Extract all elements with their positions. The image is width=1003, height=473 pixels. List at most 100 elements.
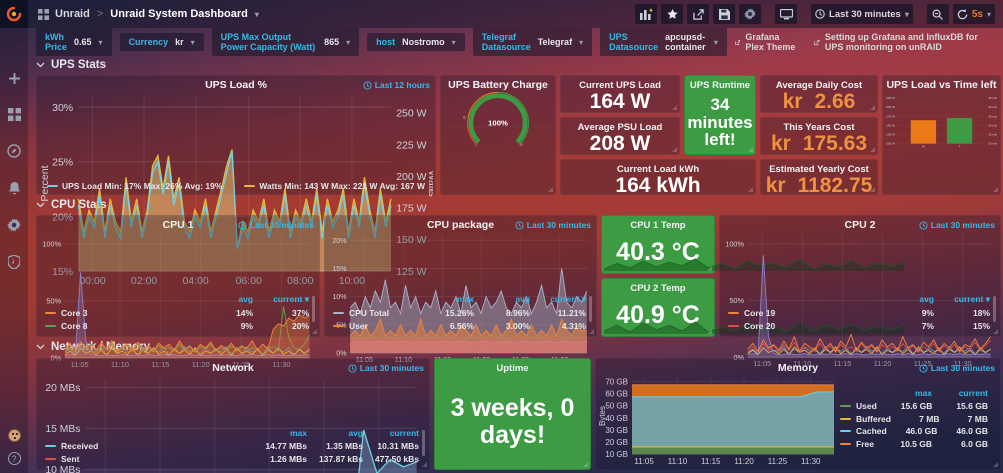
cpu-package-legend[interactable]: max avg current ▾ CPU Total 15.26% 8.96% 11.21… <box>333 294 592 333</box>
cpu1-chart[interactable]: 0% 50% 100% 11:05 11:10 11:15 11:20 11:25 11:30 <box>39 231 317 370</box>
legend-scrollbar[interactable] <box>422 430 425 456</box>
sidebar-item-configuration[interactable] <box>7 218 21 232</box>
legend-scrollbar[interactable] <box>312 296 315 322</box>
panel-title[interactable]: CPU 2 Temp <box>630 283 686 294</box>
variable-value[interactable]: Telegraf <box>537 37 573 47</box>
share-button[interactable] <box>687 4 710 24</box>
panel-time-override[interactable]: Last 30 minutes <box>919 220 995 230</box>
cycle-view-button[interactable] <box>775 4 798 24</box>
save-button[interactable] <box>713 4 736 24</box>
variable-value[interactable]: Nostromo <box>402 37 445 47</box>
variable-ups-datasource[interactable]: UPS Datasource apcupsd-container ▾ <box>600 28 727 56</box>
time-range-picker[interactable]: Last 30 minutes ▾ <box>811 4 913 24</box>
panel-title[interactable]: UPS Load % <box>205 79 267 91</box>
network-legend[interactable]: max avg current Received 14.77 MBs 1.35 MBs 10… <box>45 428 425 466</box>
legend-scrollbar[interactable] <box>993 296 996 322</box>
dashboard-title[interactable]: Unraid System Dashboard <box>110 8 248 20</box>
variable-currency[interactable]: Currency kr ▾ <box>119 33 204 51</box>
panel-title[interactable]: Memory <box>777 362 819 374</box>
variable-host[interactable]: host Nostromo ▾ <box>367 33 465 51</box>
sidebar-item-server-admin[interactable] <box>8 255 20 269</box>
dashboard-settings-button[interactable] <box>739 4 762 24</box>
variable-ups-max-output[interactable]: UPS Max Output Power Capacity (Watt) 865… <box>211 28 360 56</box>
sidebar-item-explore[interactable] <box>7 144 21 158</box>
add-panel-button[interactable] <box>635 4 658 24</box>
panel-title[interactable]: CPU package <box>426 219 495 231</box>
cpu2-legend[interactable]: avg current ▾ Core 19 9% 18% Core 20 7% 15% <box>728 294 996 333</box>
ups-load-legend[interactable]: UPS Load Min: 17% Max: 26% Avg: 19% Watts… <box>47 181 425 191</box>
link-grafana-plex-theme[interactable]: Grafana Plex Theme <box>735 32 798 52</box>
legend-row[interactable]: Buffered 7 MB 7 MB <box>840 413 988 426</box>
cpu2-temp-panel: CPU 2 Temp 40.9 °C <box>601 278 904 337</box>
legend-series[interactable]: Watts Min: 143 W Max: 221 W Avg: 167 W <box>244 181 425 191</box>
legend-series[interactable]: UPS Load Min: 17% Max: 26% Avg: 19% <box>47 181 222 191</box>
refresh-interval-label[interactable]: 5s <box>971 8 983 20</box>
legend-row[interactable]: Core 19 9% 18% <box>728 307 990 320</box>
legend-row[interactable]: Core 8 9% 20% <box>45 320 309 333</box>
panel-title[interactable]: Network <box>212 362 254 374</box>
panel-title[interactable]: Average Daily Cost <box>775 80 863 91</box>
variable-value[interactable]: apcupsd-container <box>665 32 706 52</box>
svg-text:04:00: 04:00 <box>182 275 208 287</box>
legend-row[interactable]: Core 3 14% 37% <box>45 307 309 320</box>
panel-title[interactable]: CPU 2 <box>844 219 876 231</box>
panel-time-override[interactable]: Last 30 minutes <box>919 363 995 373</box>
panel-title[interactable]: Estimated Yearly Cost <box>769 164 869 175</box>
variable-telegraf-datasource[interactable]: Telegraf Datasource Telegraf ▾ <box>472 28 593 56</box>
panel-time-override[interactable]: Last 30 minutes <box>515 220 591 230</box>
panel-title[interactable]: Current Load kWh <box>616 164 700 175</box>
user-avatar[interactable] <box>7 429 21 442</box>
panel-time-override[interactable]: Last 30 minutes <box>348 363 424 373</box>
panel-title[interactable]: Average PSU Load <box>577 122 663 133</box>
panel-time-override[interactable]: Last 30 minutes <box>238 220 314 230</box>
ups-load-panel: UPS Load % Last 12 hours 15% 20% 25% 30% 125… <box>36 75 436 287</box>
link-ups-monitoring-guide[interactable]: Setting up Grafana and InfluxDB for UPS … <box>814 32 995 52</box>
help-icon[interactable]: ? <box>7 452 21 465</box>
legend-row[interactable]: Core 20 7% 15% <box>728 320 990 333</box>
panel-title[interactable]: This Years Cost <box>783 122 855 133</box>
svg-text:11:30: 11:30 <box>954 359 972 368</box>
legend-row[interactable]: Sent 1.26 MBs 137.87 kBs 477.50 kBs <box>45 453 419 466</box>
row-header-ups-stats[interactable]: UPS Stats <box>36 59 106 71</box>
sidebar-item-dashboards[interactable] <box>7 108 21 121</box>
legend-row[interactable]: CPU Total 15.26% 8.96% 11.21% <box>333 307 586 320</box>
cpu2-chart[interactable]: 0% 50% 100% 11:05 11:10 11:15 11:20 11:25 11:30 <box>722 231 998 369</box>
panel-title[interactable]: CPU 1 <box>162 219 194 231</box>
zoom-out-button[interactable] <box>926 4 949 24</box>
variable-value[interactable]: 0.65 <box>74 37 92 47</box>
panel-title[interactable]: UPS Runtime <box>689 80 751 91</box>
title-caret-icon[interactable]: ▾ <box>254 9 259 19</box>
variable-value[interactable]: 865 <box>324 37 340 47</box>
cpu1-legend[interactable]: avg current ▾ Core 3 14% 37% Core 8 9% 20% <box>45 294 315 333</box>
panel-title[interactable]: UPS Load vs Time left <box>886 79 997 91</box>
memory-legend[interactable]: max current Used 15.6 GB 15.6 GB Buffered 7 MB… <box>840 374 998 467</box>
stat-value: 164 kWh <box>615 174 701 197</box>
panel-title[interactable]: CPU 1 Temp <box>630 220 686 231</box>
panel-title[interactable]: Uptime <box>496 363 529 374</box>
grafana-logo[interactable] <box>0 0 28 28</box>
legend-row[interactable]: Used 15.6 GB 15.6 GB <box>840 400 988 413</box>
breadcrumb-root[interactable]: Unraid <box>38 8 90 20</box>
legend-row[interactable]: Cached 46.0 GB 46.0 GB <box>840 425 988 438</box>
refresh-button[interactable]: 5s ▾ <box>952 4 995 24</box>
legend-row[interactable]: User 6.56% 3.00% 4.31% <box>333 320 586 333</box>
sidebar-item-create[interactable] <box>8 72 21 85</box>
variable-kwh-price[interactable]: kWh Price 0.65 ▾ <box>36 28 112 56</box>
memory-chart[interactable]: 10 GB 20 GB 30 GB 40 GB 50 GB 60 GB 70 GB 11:05… <box>598 374 840 467</box>
svg-text:11:20: 11:20 <box>874 359 892 368</box>
panel-time-override[interactable]: Last 12 hours <box>363 80 430 90</box>
svg-text:150 W: 150 W <box>396 234 426 246</box>
variable-label: Telegraf Datasource <box>481 32 531 52</box>
panel-title[interactable]: UPS Battery Charge <box>448 79 548 91</box>
panel-title[interactable]: Current UPS Load <box>579 80 661 91</box>
svg-text:125 W: 125 W <box>396 266 426 278</box>
legend-row[interactable]: Free 10.5 GB 6.0 GB <box>840 438 988 451</box>
legend-scrollbar[interactable] <box>589 296 592 322</box>
ups-load-chart[interactable]: 15% 20% 25% 30% 125 W 150 W 175 W 200 W 225 W 250… <box>39 91 433 288</box>
star-button[interactable] <box>661 4 684 24</box>
sidebar-item-alerting[interactable] <box>8 181 21 195</box>
legend-row[interactable]: Received 14.77 MBs 1.35 MBs 10.31 MBs <box>45 440 419 453</box>
variable-value[interactable]: kr <box>175 37 184 47</box>
chevron-down-icon: ▾ <box>98 37 103 47</box>
